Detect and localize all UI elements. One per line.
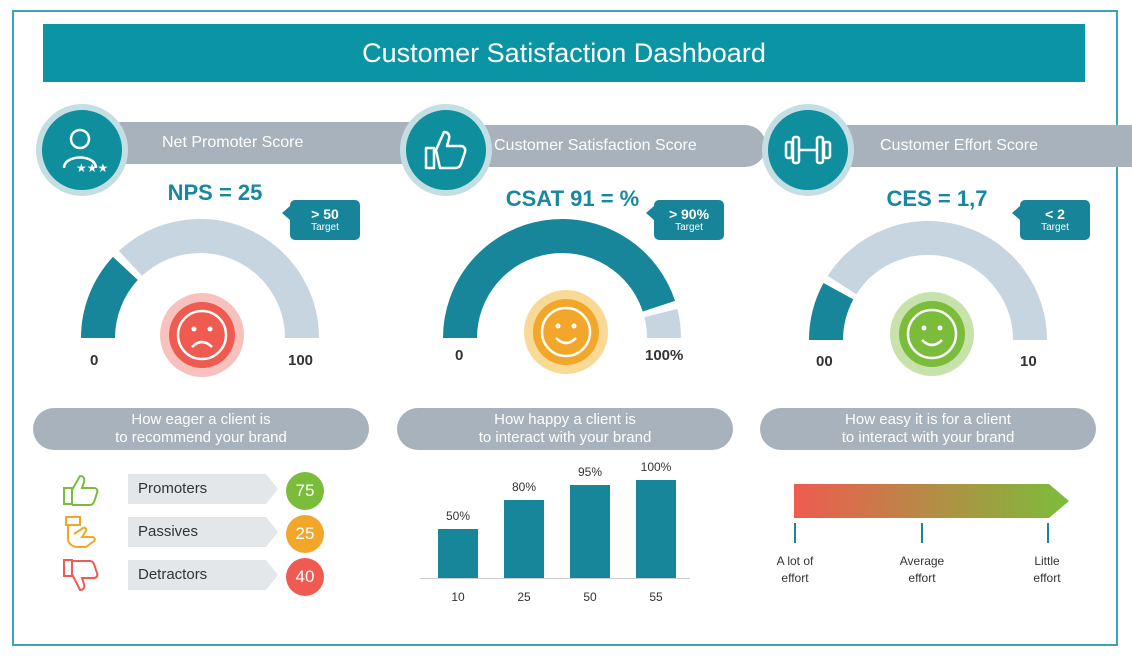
bar [636,480,676,578]
ces-desc-line1: How easy it is for a client [845,411,1011,428]
csat-gauge [443,219,681,339]
dashboard-title: Customer Satisfaction Dashboard [43,24,1085,82]
csat-min-label: 0 [455,347,464,364]
thumb-sideways-outline-icon [65,516,96,548]
effort-label-high: A lot of effort [755,553,835,587]
csat-max-label: 100% [645,347,684,364]
effort-tick-average [921,523,923,543]
csat-target-label: Target [675,222,703,233]
thumbs-down-outline-icon [63,559,99,592]
csat-description: How happy a client is to interact with y… [397,408,733,450]
svg-text:★★★: ★★★ [76,161,108,175]
nps-gauge [81,219,319,339]
ces-target-badge: < 2 Target [1012,200,1090,240]
ces-target-label: Target [1041,222,1069,233]
happy-face-icon [890,292,974,376]
effort-tick-low [1047,523,1049,543]
sad-face-icon [160,293,244,377]
detractors-value: 40 [286,558,324,596]
csat-header: Customer Satisfaction Score [460,125,766,167]
gauge-track-arc [827,221,1047,341]
x-tick-label: 10 [451,590,465,604]
ces-max-label: 10 [1020,353,1037,370]
csat-target-badge: > 90% Target [646,200,724,240]
bar-value-label: 50% [445,509,471,523]
bar [438,529,478,578]
effort-tick-high [794,523,796,543]
ces-score: CES = 1,7 [886,186,988,211]
csat-target-value: > 90% [668,206,710,222]
bar [570,484,610,578]
nps-target-value: > 50 [311,206,339,222]
thumbs-up-outline-icon [63,474,99,506]
effort-label-high-line1: A lot of [776,554,814,568]
passives-label: Passives [128,517,278,547]
detractors-row: Detractors 40 [60,558,340,596]
effort-label-low: Little effort [1007,553,1087,587]
csat-desc-line1: How happy a client is [494,411,636,428]
bar-value-label: 80% [511,479,537,494]
nps-min-label: 0 [90,352,99,369]
bar-value-label: 95% [577,464,603,479]
gauge-fill-arc [81,256,139,339]
x-tick-label: 55 [649,590,663,604]
ces-description: How easy it is for a client to interact … [760,408,1096,450]
csat-score: CSAT 91 = % [505,186,640,211]
csat-header-label: Customer Satisfaction Score [494,137,697,154]
effort-label-high-line2: effort [781,571,809,585]
x-tick-label: 25 [517,590,531,604]
nps-desc-line1: How eager a client is [131,411,271,428]
effort-gradient-arrow [794,484,1069,518]
nps-score: NPS = 25 [167,180,263,205]
ces-header-label: Customer Effort Score [880,137,1038,154]
nps-header-label: Net Promoter Score [162,134,304,151]
nps-target-label: Target [311,222,339,233]
ces-desc-line2: to interact with your brand [841,429,1015,446]
chart-baseline [420,578,690,579]
ces-target-value: < 2 [1045,206,1065,222]
dumbbell-icon [762,104,854,196]
effort-label-average: Average effort [882,553,962,587]
nps-description: How eager a client is to recommend your … [33,408,369,450]
nps-header: Net Promoter Score [100,122,430,164]
ces-gauge [809,221,1047,341]
csat-bar-chart: 50% 10 80% 25 95% 50 100% 55 [420,450,700,610]
gauge-fill-arc [809,283,854,341]
passives-value: 25 [286,515,324,553]
effort-label-average-line1: Average [899,554,945,568]
gauge-track-arc [118,219,319,339]
promoters-value: 75 [286,472,324,510]
user-rating-icon: ★★★ [36,104,128,196]
promoters-label: Promoters [128,474,278,504]
nps-max-label: 100 [288,352,314,369]
x-tick-label: 50 [583,590,597,604]
bar [504,499,544,578]
gauge-track-arc [644,308,681,339]
csat-desc-line2: to interact with your brand [478,429,652,446]
gauge-fill-arc [443,219,676,339]
nps-desc-line2: to recommend your brand [115,429,287,446]
nps-target-badge: > 50 Target [282,200,360,240]
happy-face-icon [524,290,608,374]
detractors-label: Detractors [128,560,278,590]
ces-min-label: 00 [816,353,833,370]
effort-label-low-line2: effort [1033,571,1061,585]
promoters-row: Promoters 75 [60,472,340,510]
ces-header: Customer Effort Score [822,125,1132,167]
bar-value-label: 100% [640,460,672,474]
effort-label-average-line2: effort [908,571,936,585]
thumbs-up-icon [400,104,492,196]
passives-row: Passives 25 [60,515,340,553]
effort-label-low-line1: Little [1034,554,1060,568]
